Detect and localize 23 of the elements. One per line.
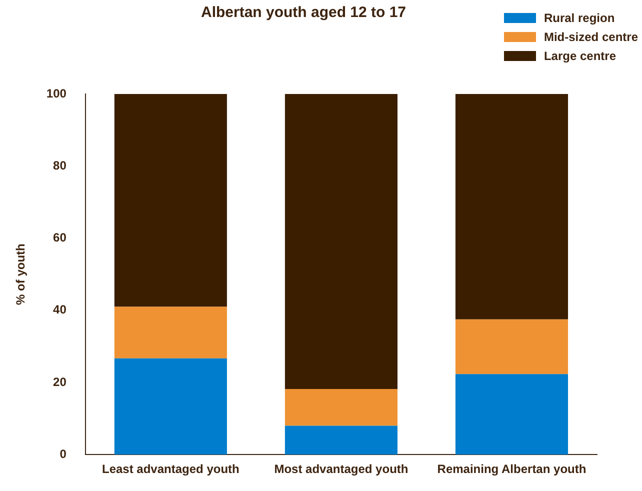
chart-title: Albertan youth aged 12 to 17	[200, 4, 406, 22]
y-tick-label: 40	[53, 302, 67, 317]
y-tick-label: 0	[60, 446, 67, 461]
bar	[284, 388, 398, 426]
y-tick-label: 20	[53, 374, 67, 389]
bar	[455, 374, 568, 455]
y-tick-label: 80	[53, 158, 67, 172]
x-tick-label: Most advantaged youth	[274, 462, 408, 476]
legend-label: Rural region	[544, 10, 615, 24]
bar	[284, 426, 398, 455]
x-tick-label: Least advantaged youth	[102, 462, 240, 476]
bar	[114, 358, 227, 455]
bar	[284, 94, 398, 389]
x-tick-label: Remaining Albertan youth	[437, 462, 586, 476]
legend-label: Large centre	[544, 48, 616, 62]
y-tick-label: 100	[46, 86, 67, 100]
y-axis-title: % of youth	[14, 244, 28, 305]
legend-label: Mid-sized centre	[544, 30, 638, 44]
y-tick-label: 60	[53, 230, 67, 245]
bar	[455, 319, 568, 374]
bar	[114, 306, 227, 358]
bar	[455, 94, 568, 320]
bar	[114, 94, 227, 307]
